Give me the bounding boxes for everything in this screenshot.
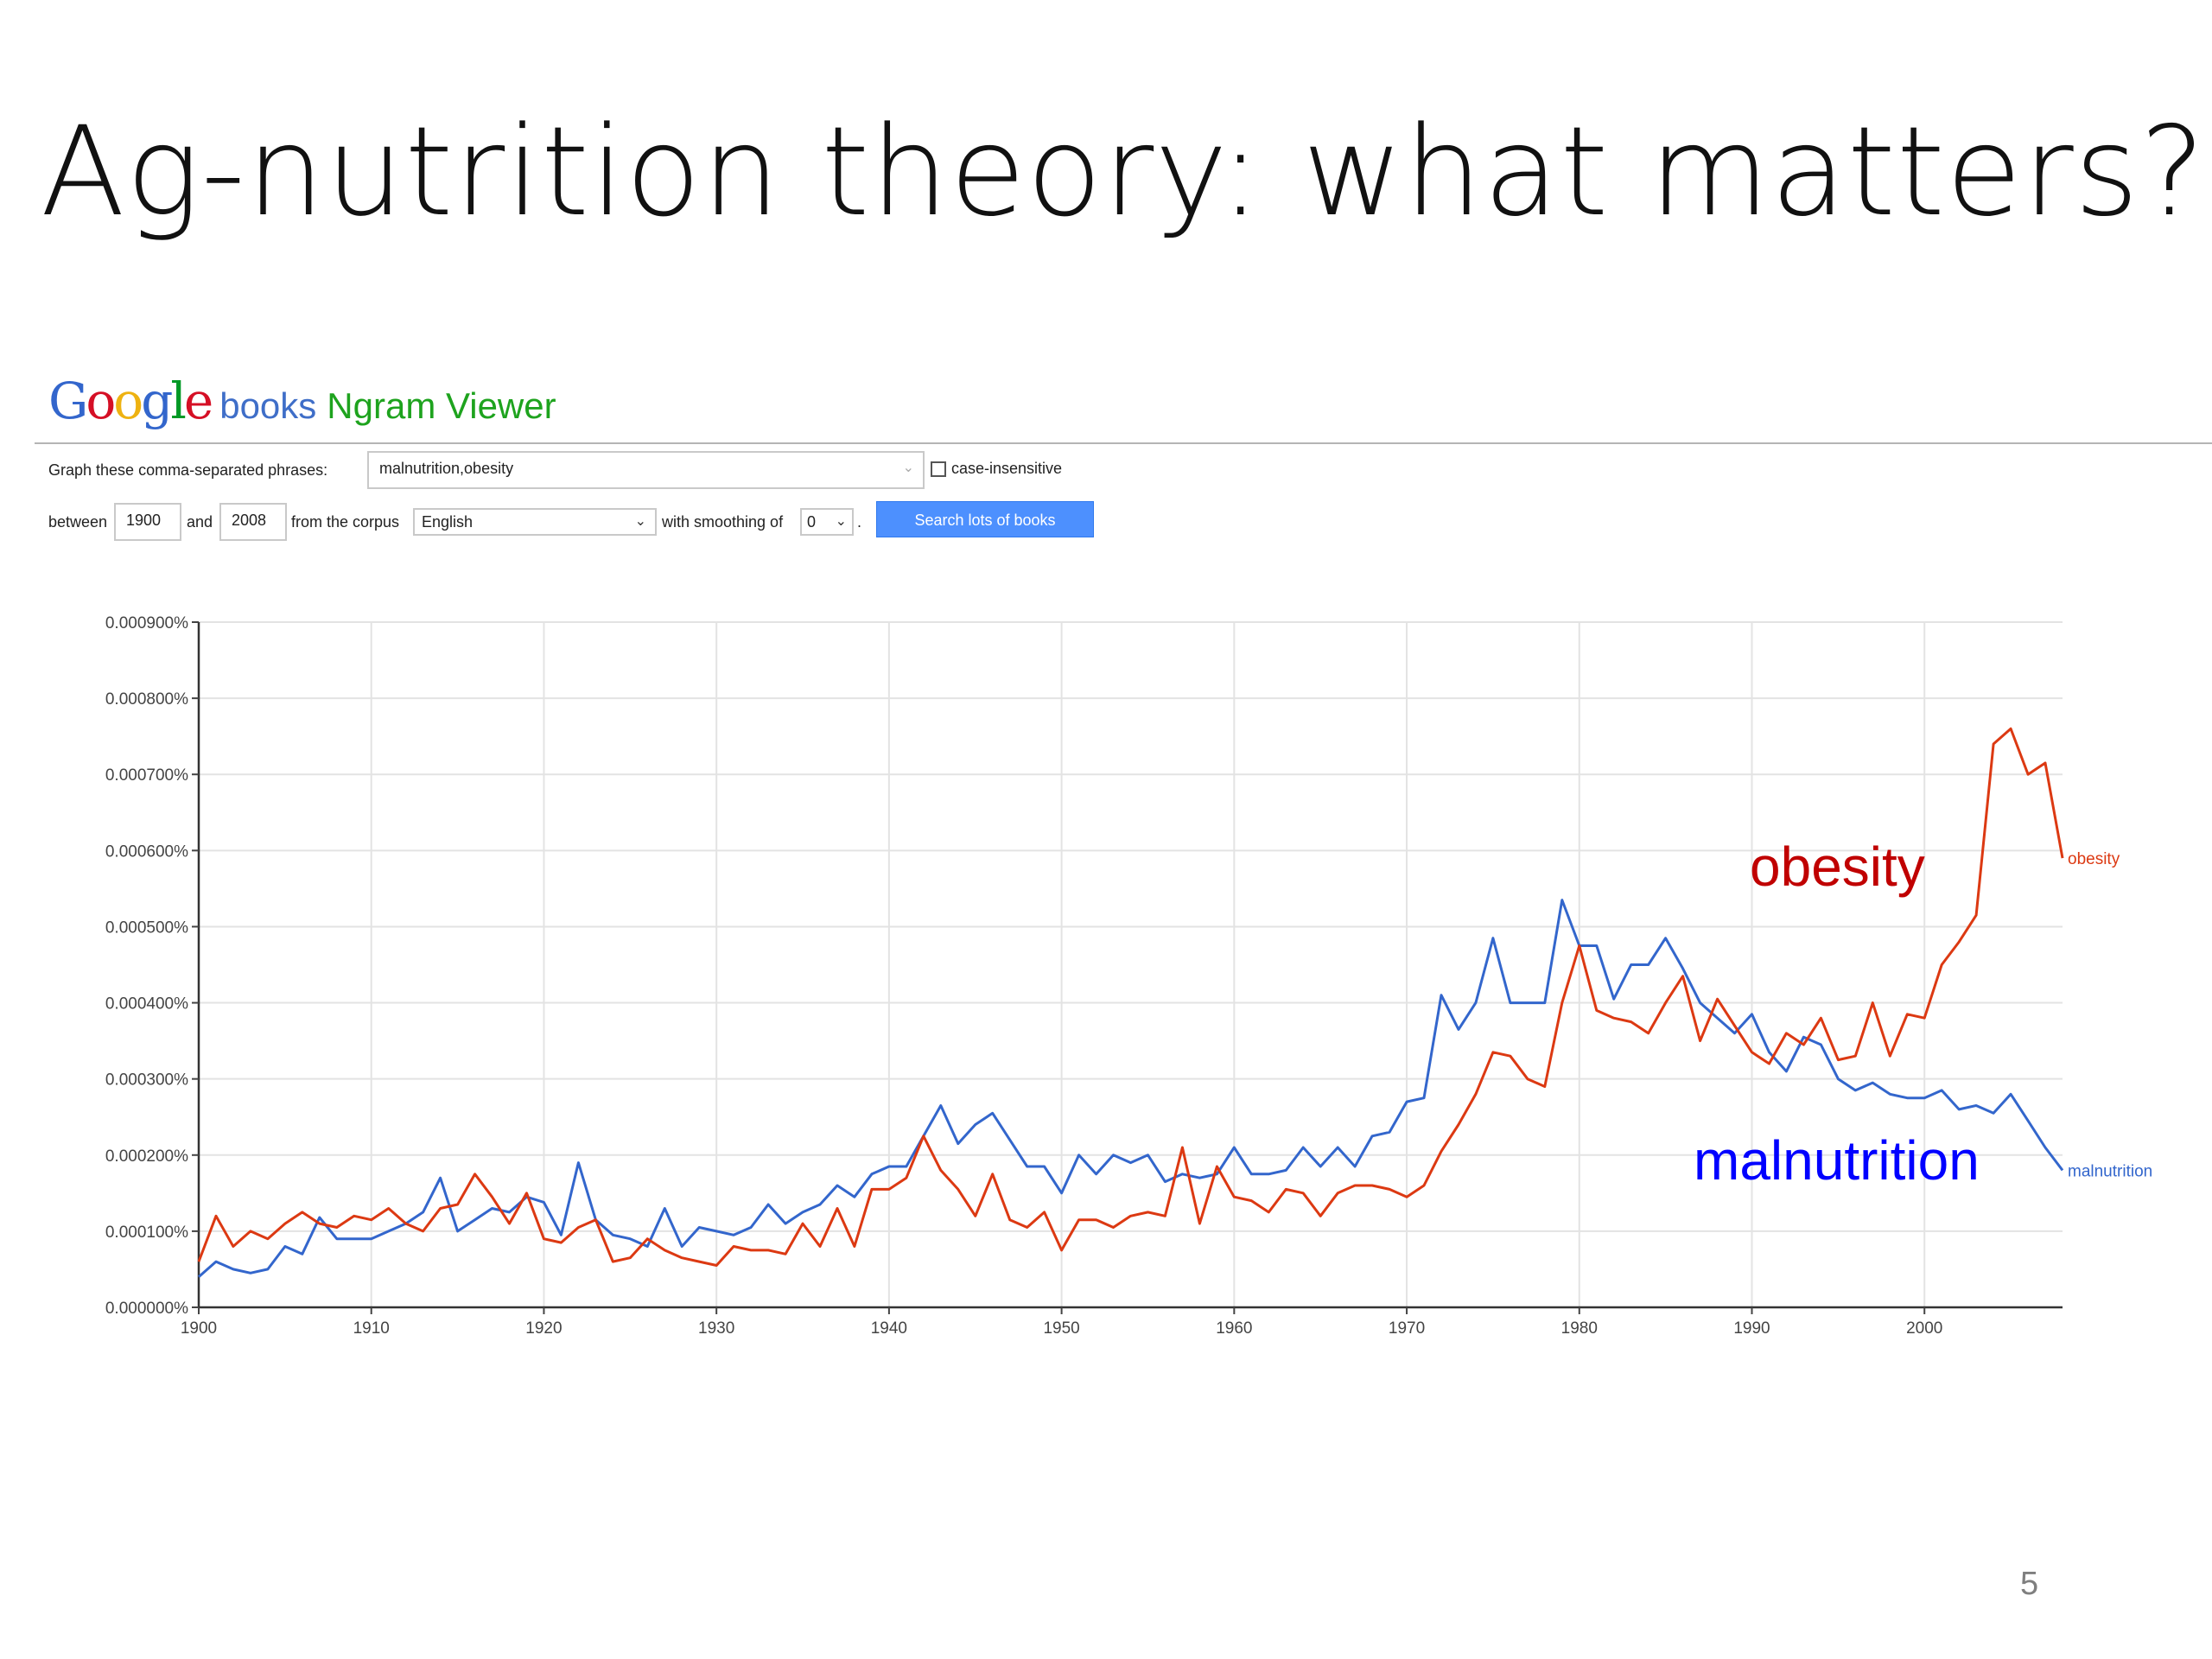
chevron-down-icon: ⌄: [835, 514, 847, 529]
obesity-line-end-label: obesity: [2068, 850, 2120, 868]
chart-series-lines: [197, 727, 2064, 1278]
x-tick-label: 2000: [1906, 1319, 1942, 1338]
y-tick-label: 0.000600%: [105, 842, 188, 861]
chart-ticks: 0.000000% 0.000100% 0.000200% 0.000300% 0.00…: [105, 614, 1943, 1338]
search-lots-of-books-button[interactable]: Search lots of books: [876, 501, 1094, 537]
google-logo-letter: l: [170, 372, 186, 430]
obesity-series-line: [197, 727, 2064, 1267]
chevron-down-icon: ⌄: [634, 514, 646, 529]
between-label: between: [48, 513, 108, 531]
smoothing-select[interactable]: 0 ⌄: [800, 508, 854, 536]
end-year-value: 2008: [232, 512, 267, 529]
malnutrition-line-end-label: malnutrition: [2068, 1162, 2152, 1180]
and-label: and: [187, 513, 213, 531]
x-tick-label: 1970: [1389, 1319, 1425, 1338]
period-text: .: [857, 513, 862, 531]
ngram-viewer-logo[interactable]: Google books Ngram Viewer: [48, 372, 556, 441]
google-logo-letter: e: [183, 372, 213, 430]
logo-ngram-viewer-text: Ngram Viewer: [327, 385, 556, 426]
y-tick-label: 0.000000%: [105, 1300, 188, 1318]
malnutrition-series-line: [198, 899, 2064, 1278]
google-logo-letter: g: [141, 372, 173, 430]
y-tick-label: 0.000700%: [105, 766, 188, 785]
corpus-select[interactable]: English ⌄: [413, 508, 657, 536]
header-divider: [35, 442, 2212, 444]
logo-books-text: books: [219, 385, 317, 426]
google-logo-letter: G: [48, 372, 88, 430]
google-logo-letter: o: [113, 372, 143, 430]
google-logo-letter: o: [86, 372, 116, 430]
malnutrition-annotation: malnutrition: [1694, 1129, 1980, 1192]
y-tick-label: 0.000400%: [105, 995, 188, 1014]
obesity-annotation: obesity: [1750, 836, 1925, 898]
x-tick-label: 1940: [871, 1319, 907, 1338]
smoothing-select-value: 0: [807, 513, 817, 531]
corpus-label: from the corpus: [291, 513, 400, 531]
dropdown-arrow-icon: ⌄: [902, 461, 914, 475]
case-insensitive-label: case-insensitive: [951, 460, 1063, 477]
y-tick-label: 0.000500%: [105, 918, 188, 937]
y-tick-label: 0.000300%: [105, 1071, 188, 1090]
x-tick-label: 1910: [353, 1319, 390, 1338]
start-year-input[interactable]: 1900: [114, 503, 181, 541]
start-year-value: 1900: [126, 512, 162, 529]
y-tick-label: 0.000200%: [105, 1147, 188, 1166]
end-year-input[interactable]: 2008: [219, 503, 287, 541]
x-tick-label: 1930: [698, 1319, 734, 1338]
y-tick-label: 0.000900%: [105, 614, 188, 632]
corpus-select-value: English: [422, 513, 474, 531]
page-number: 5: [2020, 1566, 2039, 1602]
phrases-input[interactable]: malnutrition,obesity ⌄: [367, 451, 925, 489]
x-tick-label: 1980: [1561, 1319, 1598, 1338]
y-tick-label: 0.000800%: [105, 690, 188, 709]
x-tick-label: 1990: [1733, 1319, 1770, 1338]
slide-title: Ag-nutrition theory: what matters?: [40, 99, 2207, 244]
chart-gridlines: [199, 621, 2063, 1307]
x-tick-label: 1960: [1216, 1319, 1252, 1338]
y-tick-label: 0.000100%: [105, 1224, 188, 1242]
x-tick-label: 1900: [181, 1319, 217, 1338]
case-insensitive-checkbox[interactable]: [931, 461, 946, 477]
phrases-input-value: malnutrition,obesity: [379, 460, 514, 477]
x-tick-label: 1920: [525, 1319, 562, 1338]
chart-axes: [197, 622, 2063, 1309]
x-tick-label: 1950: [1043, 1319, 1079, 1338]
smoothing-label: with smoothing of: [662, 513, 784, 531]
phrases-label: Graph these comma-separated phrases:: [48, 461, 328, 479]
chart-labels: obesity malnutrition obesity malnutrition: [1694, 836, 2152, 1192]
google-logo: Google: [48, 372, 213, 430]
